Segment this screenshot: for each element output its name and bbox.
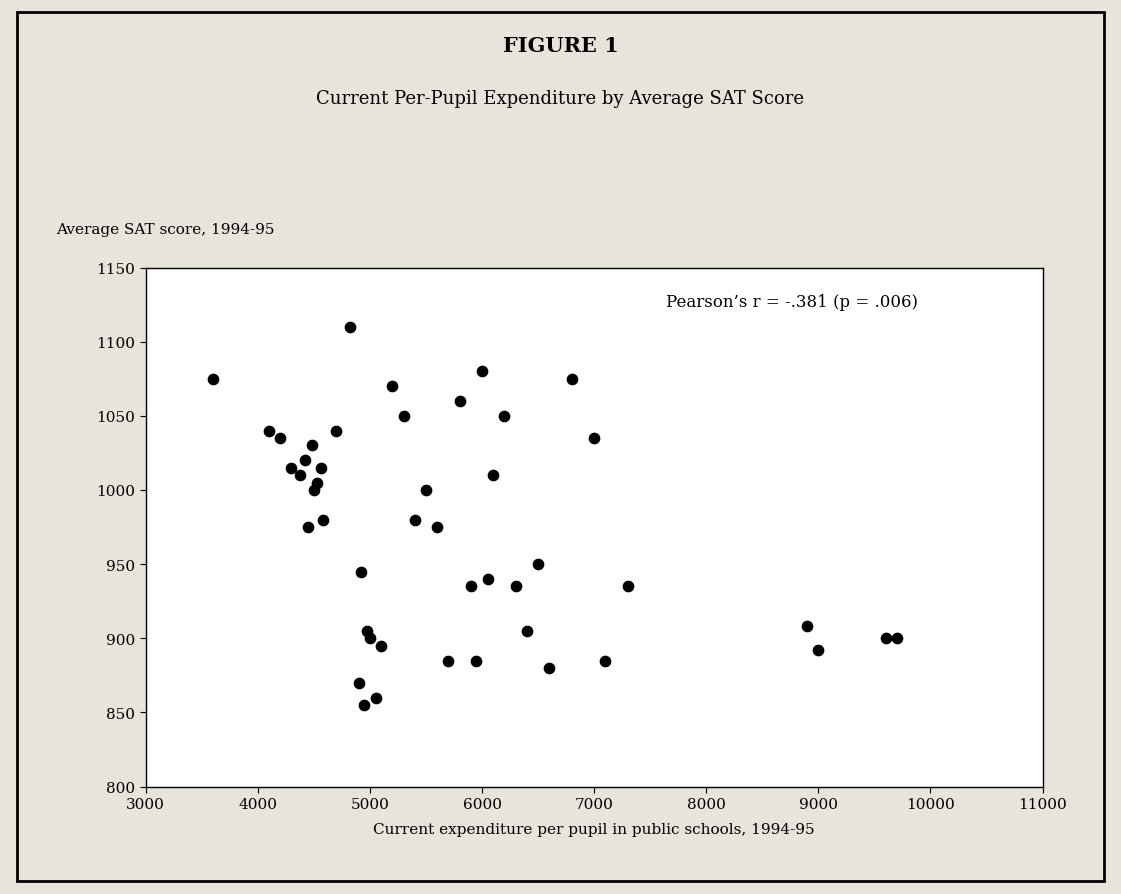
X-axis label: Current expenditure per pupil in public schools, 1994-95: Current expenditure per pupil in public … <box>373 822 815 836</box>
Point <box>540 661 558 675</box>
Point <box>518 624 536 638</box>
Point <box>282 461 300 476</box>
Point <box>529 557 547 571</box>
Point <box>260 424 278 438</box>
Point <box>495 409 513 424</box>
Text: Average SAT score, 1994-95: Average SAT score, 1994-95 <box>56 223 275 237</box>
Point <box>479 572 497 586</box>
Text: FIGURE 1: FIGURE 1 <box>502 36 619 55</box>
Point <box>350 676 368 690</box>
Point <box>383 380 401 394</box>
Point <box>507 579 525 594</box>
Point <box>303 439 321 453</box>
Point <box>473 365 491 379</box>
Point <box>462 579 480 594</box>
Point <box>341 320 359 334</box>
Point <box>809 644 827 658</box>
Point <box>406 513 424 527</box>
Point <box>372 639 390 654</box>
Point <box>308 476 326 490</box>
Point <box>439 654 457 668</box>
Point <box>619 579 637 594</box>
Point <box>596 654 614 668</box>
Point <box>395 409 413 424</box>
Point <box>428 520 446 535</box>
Point <box>305 484 323 498</box>
Point <box>314 513 332 527</box>
Point <box>355 698 373 713</box>
Point <box>417 484 435 498</box>
Text: Current Per-Pupil Expenditure by Average SAT Score: Current Per-Pupil Expenditure by Average… <box>316 89 805 107</box>
Point <box>798 620 816 634</box>
Point <box>563 372 581 386</box>
Point <box>585 432 603 446</box>
Point <box>451 394 469 409</box>
Point <box>271 432 289 446</box>
Point <box>484 468 502 483</box>
Point <box>367 691 385 705</box>
Point <box>361 631 379 645</box>
Point <box>299 520 317 535</box>
Point <box>296 453 314 468</box>
Point <box>204 372 222 386</box>
Point <box>352 565 370 579</box>
Point <box>312 461 330 476</box>
Point <box>358 624 376 638</box>
Point <box>888 631 906 645</box>
Text: Pearson’s r = -.381 (p = .006): Pearson’s r = -.381 (p = .006) <box>666 294 918 311</box>
Point <box>467 654 485 668</box>
Point <box>327 424 345 438</box>
Point <box>877 631 895 645</box>
Point <box>291 468 309 483</box>
